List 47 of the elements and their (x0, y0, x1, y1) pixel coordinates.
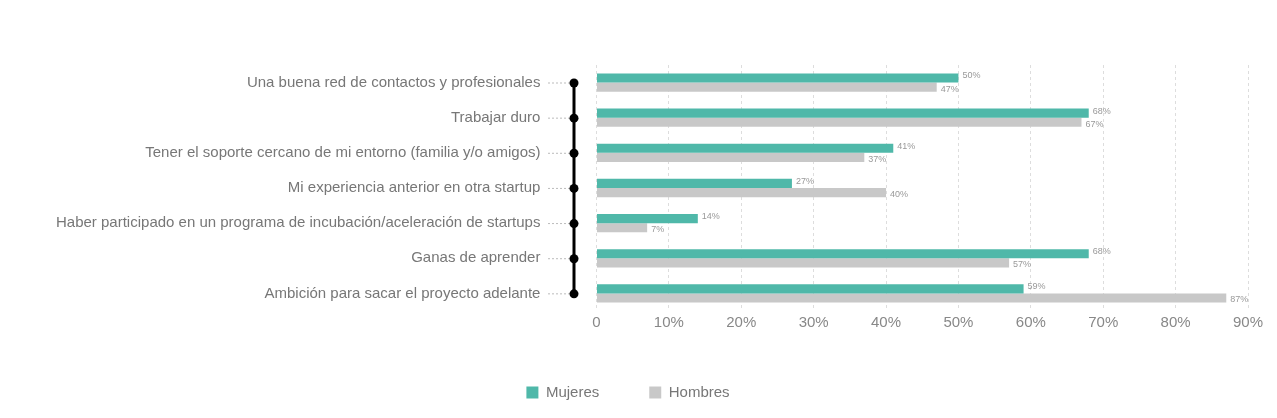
legend-label: Mujeres (545, 382, 600, 400)
data-label: 14% (701, 211, 720, 222)
bar (596, 117, 1082, 127)
bar (596, 143, 894, 153)
data-label: 87% (1230, 294, 1249, 305)
x-tick-label: 90% (1232, 313, 1264, 331)
data-label: 27% (795, 175, 814, 186)
x-tick-label: 60% (1015, 313, 1046, 331)
bar (596, 258, 1010, 268)
data-label: 50% (962, 70, 981, 81)
bar (596, 178, 792, 188)
bar (596, 152, 865, 162)
bar (596, 223, 648, 233)
data-label: 67% (1085, 118, 1104, 129)
legend-label: Hombres (668, 382, 730, 400)
x-tick-label: 0 (592, 313, 601, 331)
data-label: 40% (890, 189, 909, 200)
bar (596, 249, 1089, 259)
x-tick-label: 30% (798, 313, 829, 331)
x-tick-label: 20% (726, 313, 757, 331)
y-tick-label: Ambición para sacar el proyecto adelante (264, 283, 541, 301)
x-tick-label: 80% (1160, 313, 1191, 331)
x-tick-label: 50% (943, 313, 974, 331)
x-tick-label: 10% (653, 313, 684, 331)
y-tick-label: Trabajar duro (450, 107, 541, 125)
data-label: 68% (1092, 246, 1111, 257)
data-label: 59% (1027, 281, 1046, 292)
bar (596, 214, 698, 224)
y-tick-label: Tener el soporte cercano de mi entorno (familia y/o amigos) (145, 143, 541, 160)
data-label: 47% (940, 83, 959, 94)
data-label: 57% (1013, 259, 1032, 270)
y-tick-label: Ganas de aprender (411, 248, 541, 266)
y-tick-label: Mi experiencia anterior en otra startup (287, 178, 541, 196)
bar (596, 293, 1227, 303)
bar (596, 82, 937, 92)
data-label: 41% (897, 140, 916, 151)
x-tick-label: 40% (871, 313, 902, 331)
data-label: 7% (651, 224, 665, 235)
bar (596, 108, 1089, 118)
data-label: 68% (1092, 105, 1111, 116)
bar (596, 188, 887, 198)
y-tick-label: Una buena red de contactos y profesionales (246, 72, 541, 90)
bar (596, 284, 1024, 294)
y-tick-label: Haber participado en un programa de incubación/aceleración de startups (56, 213, 541, 231)
bar (596, 73, 959, 83)
data-label: 37% (868, 153, 887, 164)
x-tick-label: 70% (1088, 313, 1119, 331)
